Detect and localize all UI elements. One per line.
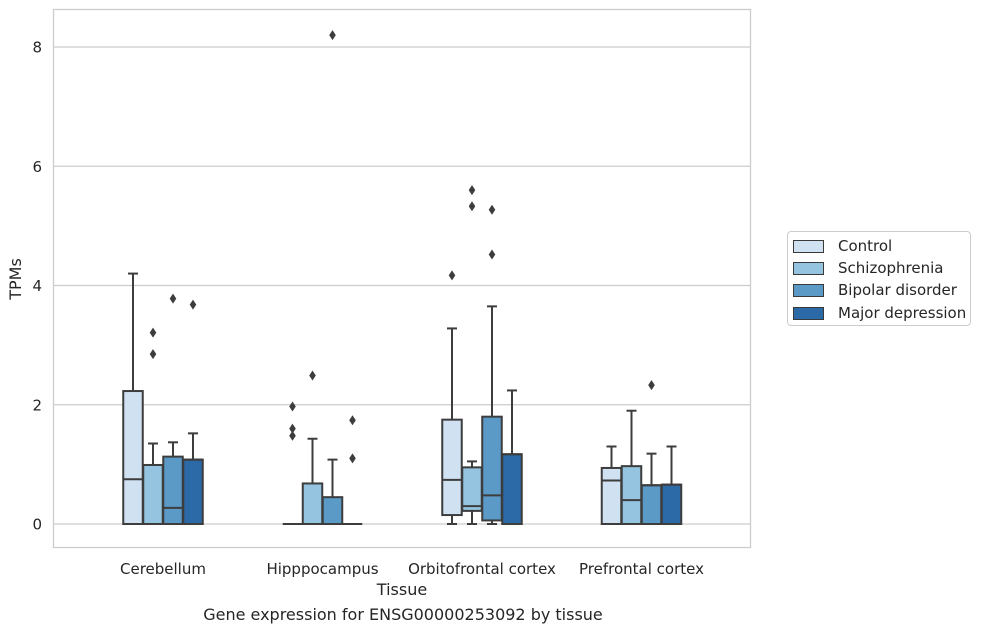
legend-label-schizophrenia: Schizophrenia <box>838 259 944 277</box>
box-body <box>162 455 184 525</box>
legend-item-schizophrenia: Schizophrenia <box>793 258 943 278</box>
y-tick-label: 6 <box>32 158 42 176</box>
box-group <box>600 445 623 526</box>
box-group <box>441 270 463 525</box>
x-tick-labels: Cerebellum Hipppocampus Orbitofrontal cort… <box>120 560 704 578</box>
grid-lines <box>53 46 751 525</box>
y-tick-label: 0 <box>32 516 42 534</box>
outlier-point <box>448 270 456 281</box>
box-group <box>640 380 663 525</box>
box-group <box>501 389 523 525</box>
legend: Control Schizophrenia Bipolar disorder M… <box>787 231 971 326</box>
outlier-point <box>468 185 476 196</box>
box-group <box>122 272 144 525</box>
box-group <box>321 30 344 526</box>
box-body <box>321 496 344 526</box>
box-group <box>342 415 363 525</box>
outlier-point <box>349 453 356 464</box>
box-group <box>142 327 164 526</box>
box-group <box>481 204 503 525</box>
box-body <box>182 458 204 526</box>
y-tick-label: 2 <box>32 396 42 414</box>
outlier-point <box>289 401 296 412</box>
box-body <box>441 418 463 517</box>
box-group <box>162 293 184 525</box>
outlier-point <box>289 423 296 434</box>
legend-swatch-control <box>793 239 824 253</box>
box-body <box>600 466 623 526</box>
box-body <box>620 465 643 526</box>
x-axis-label: Tissue <box>376 580 427 599</box>
x-tick-label: Prefrontal cortex <box>579 560 704 578</box>
outlier-point <box>488 249 496 260</box>
box-body <box>501 453 523 525</box>
box-body <box>660 483 683 525</box>
box-body <box>301 482 324 525</box>
outlier-point <box>289 430 296 441</box>
box-body <box>461 466 483 512</box>
box-body <box>640 484 663 525</box>
box-body <box>481 415 503 522</box>
x-tick-label: Hipppocampus <box>266 560 378 578</box>
y-tick-label: 8 <box>32 39 42 57</box>
box-group <box>620 409 643 526</box>
boxes <box>122 30 683 526</box>
x-tick-label: Orbitofrontal cortex <box>408 560 556 578</box>
y-axis-label: TPMs <box>6 258 25 301</box>
box-group <box>182 299 204 526</box>
figure-caption: Gene expression for ENSG00000253092 by t… <box>203 605 603 624</box>
plot-frame <box>52 8 752 549</box>
outlier-point <box>329 30 336 41</box>
outlier-point <box>468 201 476 212</box>
outlier-point <box>349 415 356 426</box>
legend-item-control: Control <box>793 236 892 256</box>
y-tick-label: 4 <box>32 277 42 295</box>
legend-item-bipolar-disorder: Bipolar disorder <box>793 280 957 300</box>
box-body <box>142 463 164 526</box>
outlier-point <box>309 370 316 381</box>
legend-item-major-depression: Major depression <box>793 303 966 323</box>
box-group <box>660 445 683 525</box>
outlier-point <box>149 349 157 360</box>
legend-swatch-schizophrenia <box>793 261 824 275</box>
outlier-point <box>648 380 655 391</box>
legend-swatch-bipolar-disorder <box>793 283 824 297</box>
legend-label-control: Control <box>838 237 893 255</box>
box-body <box>122 390 144 525</box>
outlier-point <box>189 299 197 310</box>
legend-label-bipolar-disorder: Bipolar disorder <box>838 281 957 299</box>
box-group <box>282 401 303 525</box>
outlier-point <box>488 204 496 215</box>
y-tick-labels: 0 2 4 6 8 <box>32 39 42 534</box>
box-group <box>301 370 324 525</box>
legend-label-major-depression: Major depression <box>838 304 967 322</box>
x-tick-label: Cerebellum <box>120 560 206 578</box>
outlier-point <box>149 327 157 338</box>
outlier-point <box>169 293 177 304</box>
legend-swatch-major-depression <box>793 306 824 320</box>
box-group <box>461 185 483 525</box>
